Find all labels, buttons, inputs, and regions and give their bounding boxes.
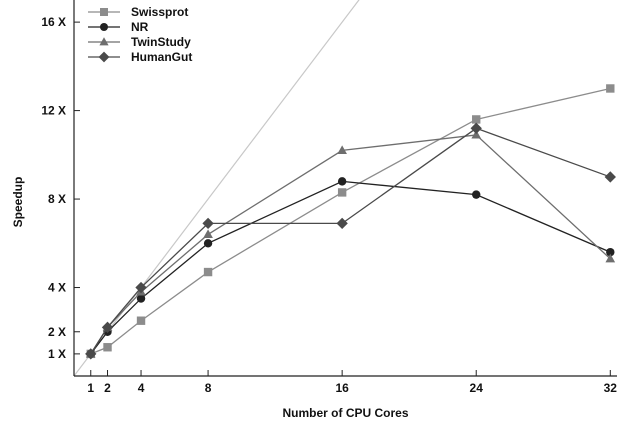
data-point-swissprot xyxy=(203,267,213,277)
data-point-twinstudy xyxy=(203,229,213,239)
data-point-humangut xyxy=(604,171,616,183)
x-tick-label: 24 xyxy=(470,381,484,395)
data-point-twinstudy xyxy=(471,129,482,139)
x-tick-label: 1 xyxy=(87,381,94,395)
y-tick-label: 1 X xyxy=(48,347,66,361)
series-humangut xyxy=(85,122,616,360)
series-line-twinstudy xyxy=(90,134,611,355)
data-point-twinstudy xyxy=(337,145,347,154)
legend-label-twinstudy: TwinStudy xyxy=(131,35,191,49)
legend-label-nr: NR xyxy=(131,20,149,34)
data-point-nr xyxy=(203,239,213,248)
y-tick-label: 4 X xyxy=(48,281,66,295)
series-nr xyxy=(86,177,615,359)
data-point-humangut xyxy=(85,348,97,360)
legend-marker-nr xyxy=(100,23,108,31)
data-point-humangut xyxy=(470,122,482,134)
y-tick-label: 16 X xyxy=(41,15,66,29)
x-tick-label: 32 xyxy=(604,381,617,395)
data-point-humangut xyxy=(135,281,147,294)
data-point-swissprot xyxy=(337,188,347,197)
legend-item-humangut: HumanGut xyxy=(88,50,192,64)
data-point-nr xyxy=(337,177,347,186)
data-point-humangut xyxy=(336,217,348,230)
legend-marker-humangut xyxy=(98,51,110,63)
legend-item-twinstudy: TwinStudy xyxy=(88,35,191,49)
ideal-speedup-line xyxy=(74,0,360,376)
series-swissprot xyxy=(86,84,615,359)
x-tick-label: 16 xyxy=(335,381,349,395)
series-line-humangut xyxy=(90,127,611,355)
y-tick-label: 2 X xyxy=(48,325,66,339)
legend-label-swissprot: Swissprot xyxy=(131,5,188,19)
data-point-swissprot xyxy=(136,316,146,325)
data-point-swissprot xyxy=(606,84,615,93)
x-tick-label: 2 xyxy=(104,381,111,395)
series-line-swissprot xyxy=(90,87,611,355)
data-point-nr xyxy=(136,294,146,303)
legend-item-swissprot: Swissprot xyxy=(88,5,188,19)
x-tick-label: 8 xyxy=(205,381,212,395)
data-point-nr xyxy=(472,190,481,199)
data-point-twinstudy xyxy=(605,253,616,263)
legend-marker-swissprot xyxy=(100,8,108,16)
y-tick-label: 8 X xyxy=(48,192,66,206)
legend-label-humangut: HumanGut xyxy=(131,50,192,64)
data-point-humangut xyxy=(101,321,114,334)
x-tick-label: 4 xyxy=(138,381,145,395)
data-point-swissprot xyxy=(103,343,112,352)
data-point-humangut xyxy=(202,217,214,230)
series-twinstudy xyxy=(85,129,616,358)
x-axis-label: Number of CPU Cores xyxy=(282,406,408,420)
data-point-swissprot xyxy=(472,115,481,124)
y-tick-label: 12 X xyxy=(41,104,66,118)
legend-item-nr: NR xyxy=(88,20,149,34)
legend-marker-twinstudy xyxy=(99,37,109,46)
data-point-nr xyxy=(606,247,615,257)
y-axis-label: Speedup xyxy=(11,177,25,228)
